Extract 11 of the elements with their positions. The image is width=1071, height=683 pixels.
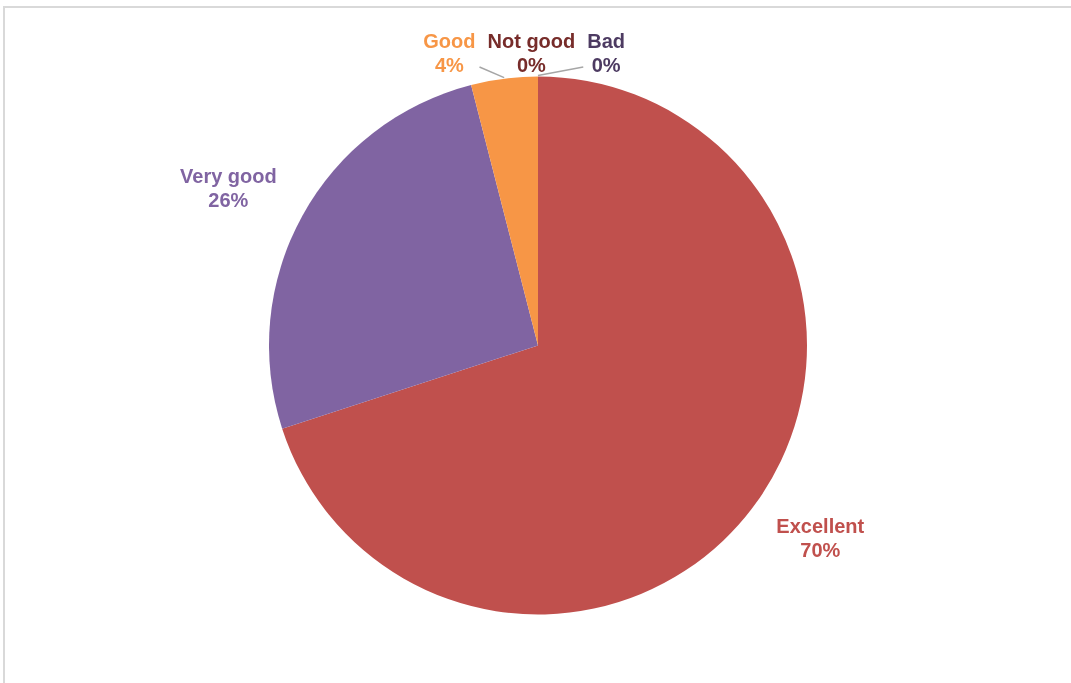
data-label: 26% xyxy=(208,188,249,211)
slice-label: Excellent xyxy=(776,514,865,537)
text: 0% xyxy=(591,54,621,76)
data-label: 70% xyxy=(800,538,841,561)
category-label: Not good xyxy=(487,30,576,52)
slice-label: Very good xyxy=(180,164,277,187)
category-label: Bad xyxy=(587,30,626,52)
text: 0% xyxy=(516,54,546,76)
data-label: 4% xyxy=(434,54,465,76)
slice-label: Good xyxy=(423,30,476,52)
pie-slice xyxy=(471,76,538,346)
